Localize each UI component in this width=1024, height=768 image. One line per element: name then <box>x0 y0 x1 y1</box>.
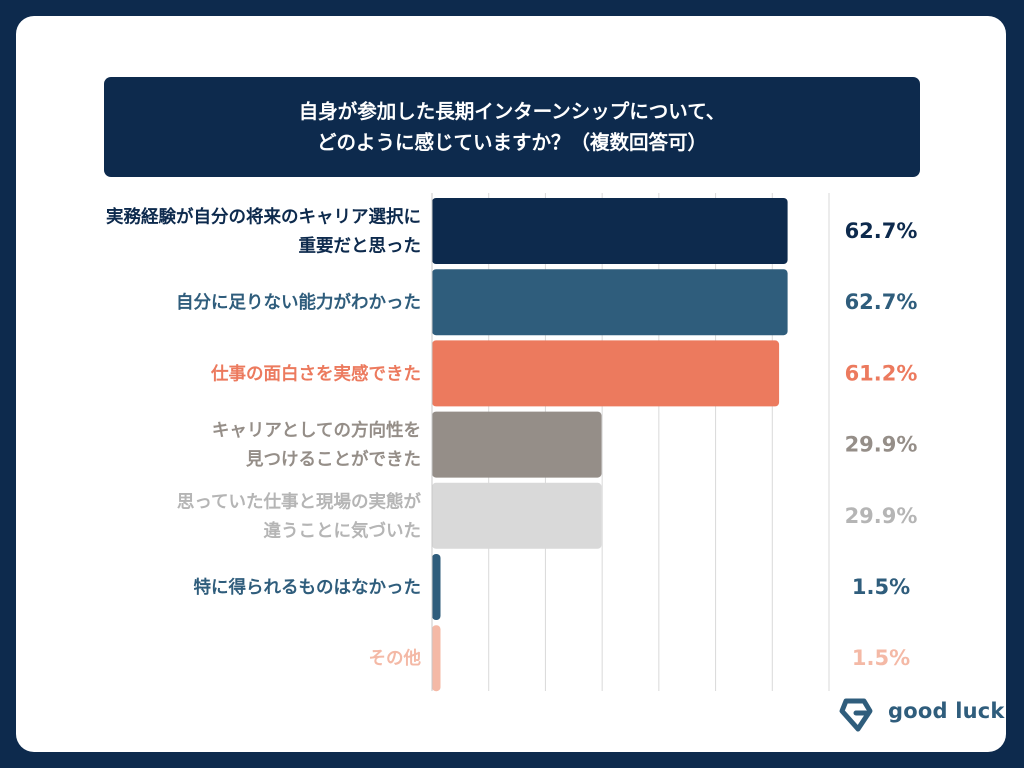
category-label: 見つけることができた <box>245 449 421 470</box>
chart-title-line2: どのように感じていますか？（複数回答可） <box>316 131 707 154</box>
category-label: 自分に足りない能力がわかった <box>176 292 421 313</box>
chart-title: 自身が参加した長期インターンシップについて、 どのように感じていますか？（複数回… <box>104 77 920 177</box>
bar <box>432 340 780 407</box>
bar <box>432 198 788 264</box>
bar <box>432 411 602 478</box>
category-label: その他 <box>369 648 422 669</box>
bar <box>432 625 441 692</box>
bar <box>432 269 788 336</box>
brand-name: good luck <box>888 699 1005 723</box>
value-label: 61.2% <box>845 361 918 385</box>
value-label: 1.5% <box>852 575 910 599</box>
category-label: 実務経験が自分の将来のキャリア選択に <box>106 207 421 228</box>
value-label: 1.5% <box>852 646 910 670</box>
good-luck-logo-icon <box>839 698 873 732</box>
value-label: 29.9% <box>845 504 918 528</box>
category-label: キャリアとしての方向性を <box>212 420 421 441</box>
bar <box>432 554 441 620</box>
value-label: 62.7% <box>845 219 918 243</box>
value-label: 62.7% <box>845 290 918 314</box>
category-label: 重要だと思った <box>299 236 422 257</box>
category-label: 仕事の面白さを実感できた <box>210 363 421 384</box>
brand-logo: good luck <box>834 689 1005 733</box>
chart-title-line1: 自身が参加した長期インターンシップについて、 <box>298 100 726 123</box>
category-label: 特に得られるものはなかった <box>194 577 422 598</box>
category-label: 違うことに気づいた <box>264 520 422 541</box>
value-label: 29.9% <box>845 433 918 457</box>
category-label: 思っていた仕事と現場の実態が <box>177 491 422 512</box>
bar <box>432 482 602 549</box>
